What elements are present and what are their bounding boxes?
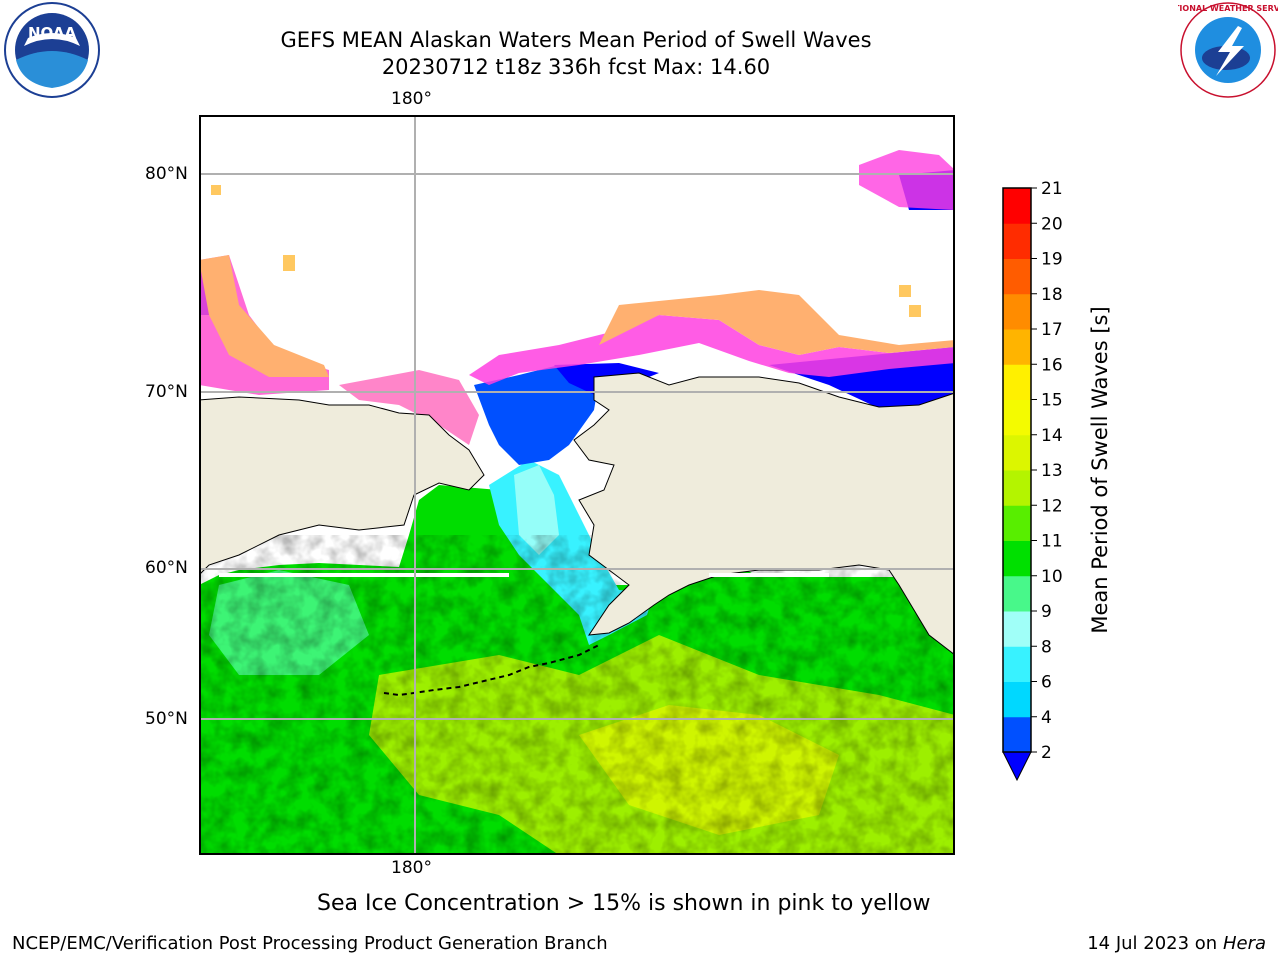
map-frame — [199, 115, 955, 855]
chukchi-sea — [474, 365, 599, 465]
bering-shelf — [514, 465, 559, 555]
colorbar-swatch — [1003, 681, 1031, 718]
lon-label-top: 180° — [391, 89, 432, 109]
lat-label-70: 70°N — [145, 382, 188, 402]
colorbar-swatch — [1003, 223, 1031, 259]
colorbar-swatch — [1003, 293, 1031, 330]
colorbar-swatch — [1003, 258, 1031, 295]
map-title: GEFS MEAN Alaskan Waters Mean Period of … — [280, 28, 872, 52]
colorbar-swatch — [1003, 434, 1031, 471]
colorbar-swatch — [1003, 188, 1031, 224]
colorbar-under-triangle — [1002, 751, 1032, 782]
colorbar-tick-label: 20 — [1041, 214, 1063, 234]
colorbar-tick-label: 13 — [1041, 461, 1063, 481]
colorbar-tick-label: 15 — [1041, 391, 1063, 411]
lat-label-80: 80°N — [145, 164, 188, 184]
ice-edge-band-west-outer — [200, 255, 329, 377]
colorbar-swatch — [1003, 540, 1031, 577]
grid-boundary-band — [709, 573, 829, 577]
aleutian-islands — [383, 644, 600, 697]
lon-label-bottom: 180° — [391, 858, 432, 878]
colorbar-tick-label: 14 — [1041, 426, 1063, 446]
colorbar-tick-label: 18 — [1041, 285, 1063, 305]
colorbar: 2 4 6 8 9 10 11 12 13 14 15 16 17 18 19 20 21 Mean Perio… — [1002, 180, 1112, 782]
lat-label-50: 50°N — [145, 709, 188, 729]
colorbar-swatch — [1003, 646, 1031, 682]
ice-edge-band-ne — [859, 150, 954, 210]
colorbar-swatch — [1003, 716, 1031, 753]
colorbar-tick-label: 4 — [1041, 708, 1052, 728]
colorbar-tick-label: 2 — [1041, 743, 1052, 763]
colorbar-tick-label: 8 — [1041, 637, 1052, 657]
colorbar-swatches — [1003, 188, 1031, 753]
ice-patch — [211, 185, 221, 195]
map-subtitle: 20230712 t18z 336h fcst Max: 14.60 — [381, 55, 771, 79]
colorbar-swatch — [1003, 505, 1031, 541]
colorbar-tick-label: 6 — [1041, 673, 1052, 693]
nws-logo: NATIONAL WEATHER SERVICE — [1178, 2, 1278, 98]
colorbar-tick-label: 21 — [1041, 180, 1063, 199]
colorbar-swatch — [1003, 329, 1031, 365]
colorbar-swatch — [1003, 611, 1031, 647]
colorbar-swatch — [1003, 399, 1031, 436]
footer-credit: NCEP/EMC/Verification Post Processing Pr… — [12, 933, 608, 954]
colorbar-tick-label: 12 — [1041, 496, 1063, 516]
colorbar-tick-label: 11 — [1041, 532, 1063, 552]
ice-patch — [899, 285, 911, 297]
colorbar-tick-label: 17 — [1041, 320, 1063, 340]
colorbar-tick-label: 9 — [1041, 602, 1052, 622]
lat-label-60: 60°N — [145, 558, 188, 578]
ice-edge-band-north — [599, 290, 954, 355]
ice-edge-band-siberia — [339, 370, 479, 445]
colorbar-swatch — [1003, 575, 1031, 612]
footer-host: Hera — [1222, 933, 1266, 954]
colorbar-tick-label: 16 — [1041, 355, 1063, 375]
nws-logo-text: NATIONAL WEATHER SERVICE — [1178, 4, 1278, 13]
ice-patch — [283, 255, 295, 271]
alaska-land — [573, 372, 954, 655]
ice-edge-band-chukchi — [469, 315, 954, 385]
grid-boundary-band — [219, 573, 509, 577]
footer-date-text: 14 Jul 2023 on — [1087, 933, 1223, 954]
colorbar-tick-label: 10 — [1041, 567, 1063, 587]
footer-date: 14 Jul 2023 on Hera — [1087, 933, 1266, 955]
noaa-logo-text: NOAA — [28, 24, 77, 42]
colorbar-label: Mean Period of Swell Waves [s] — [1088, 306, 1112, 633]
sea-ice-note: Sea Ice Concentration > 15% is shown in … — [317, 891, 931, 916]
colorbar-swatch — [1003, 470, 1031, 506]
noaa-logo: NOAA — [4, 2, 100, 98]
map-panel — [199, 115, 955, 855]
colorbar-tick-label: 19 — [1041, 250, 1063, 270]
colorbar-swatch — [1003, 364, 1031, 400]
ice-patch — [909, 305, 921, 317]
colorbar-ticks: 2 4 6 8 9 10 11 12 13 14 15 16 17 18 19 20 21 — [1031, 180, 1063, 763]
siberia-land — [200, 396, 485, 575]
